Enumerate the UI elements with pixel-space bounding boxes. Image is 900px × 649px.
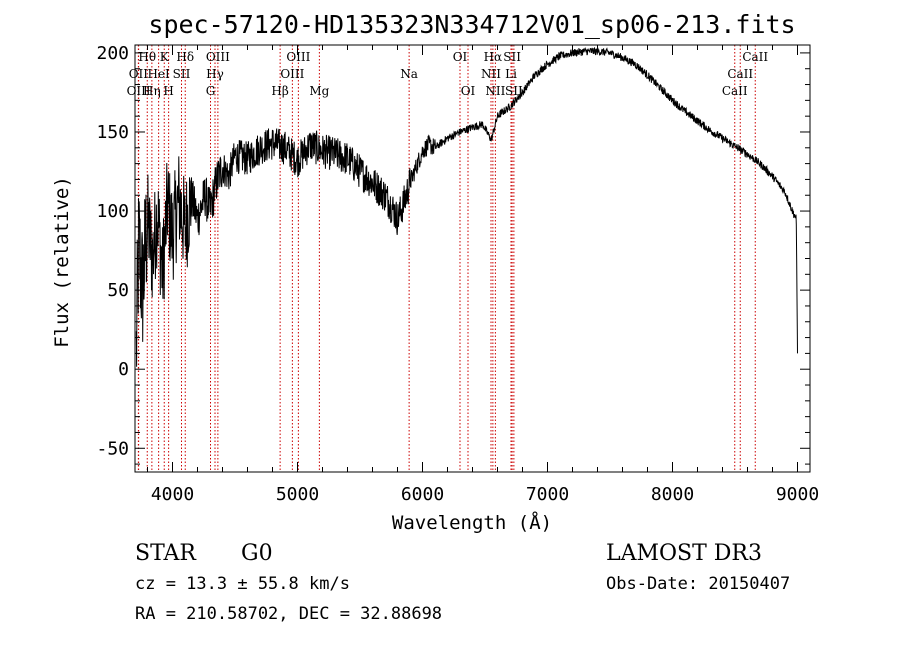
x-tick-label: 4000 [151,484,194,505]
coordinates: RA = 210.58702, DEC = 32.88698 [135,604,442,624]
plot-frame [134,44,811,473]
line-marker-label: OIII [286,50,310,64]
y-tick-label: 200 [96,43,129,64]
x-tick-label: 7000 [526,484,569,505]
line-marker-label: OIII [127,84,151,98]
line-marker-label: NII [481,67,501,81]
y-tick-label: -50 [96,438,129,459]
obs-date: Obs-Date: 20150407 [606,574,790,594]
spectrum-line [135,47,798,367]
line-marker-label: CaII [742,50,768,64]
line-marker-label: OI [461,84,476,98]
object-subclass: G0 [241,541,273,566]
line-marker-label: OIII [206,50,230,64]
line-marker-label: CaII [722,84,748,98]
line-marker-label: CaII [727,67,753,81]
line-marker-label: OII [129,67,149,81]
object-class: STAR [135,541,197,566]
survey-name: LAMOST DR3 [606,541,762,566]
y-tick-label: 150 [96,122,129,143]
redshift-text: cz = 13.3 ± 55.8 km/s [135,574,350,594]
line-marker-label: OI [453,50,468,64]
line-marker-label: Li [505,67,517,81]
spectral-line-markers [137,45,756,472]
line-marker-label: Hη [143,84,161,98]
x-tick-label: 9000 [776,484,819,505]
y-tick-label: 50 [107,280,129,301]
chart-title: spec-57120-HD135323N334712V01_sp06-213.f… [148,10,795,39]
x-axis-label: Wavelength (Å) [392,511,552,534]
y-tick-label: 100 [96,201,129,222]
x-tick-label: 6000 [401,484,444,505]
line-marker-label: K [160,50,170,64]
line-marker-label: OIII [280,67,304,81]
line-marker-label: Hα [484,50,503,64]
line-marker-label: SII [503,50,521,64]
line-marker-label: SII [173,67,191,81]
line-marker-label: Mg [309,84,329,98]
y-axis-label: Flux (relative) [51,176,73,348]
axis-ticks: 4000 5000 6000 7000 8000 9000 -50 0 50 100 150 200 [96,43,819,505]
x-tick-label: 5000 [276,484,319,505]
line-marker-label: Hθ [138,50,156,64]
line-marker-label: HeI [147,67,170,81]
line-marker-label: Na [400,67,418,81]
line-marker-label: Hδ [176,50,194,64]
line-marker-label: H [163,84,173,98]
line-marker-label: G [206,84,216,98]
line-marker-label: NII [485,84,505,98]
line-marker-label: Hβ [271,84,288,98]
x-tick-label: 8000 [651,484,694,505]
y-tick-label: 0 [118,359,129,380]
line-marker-label: Hγ [206,67,224,81]
